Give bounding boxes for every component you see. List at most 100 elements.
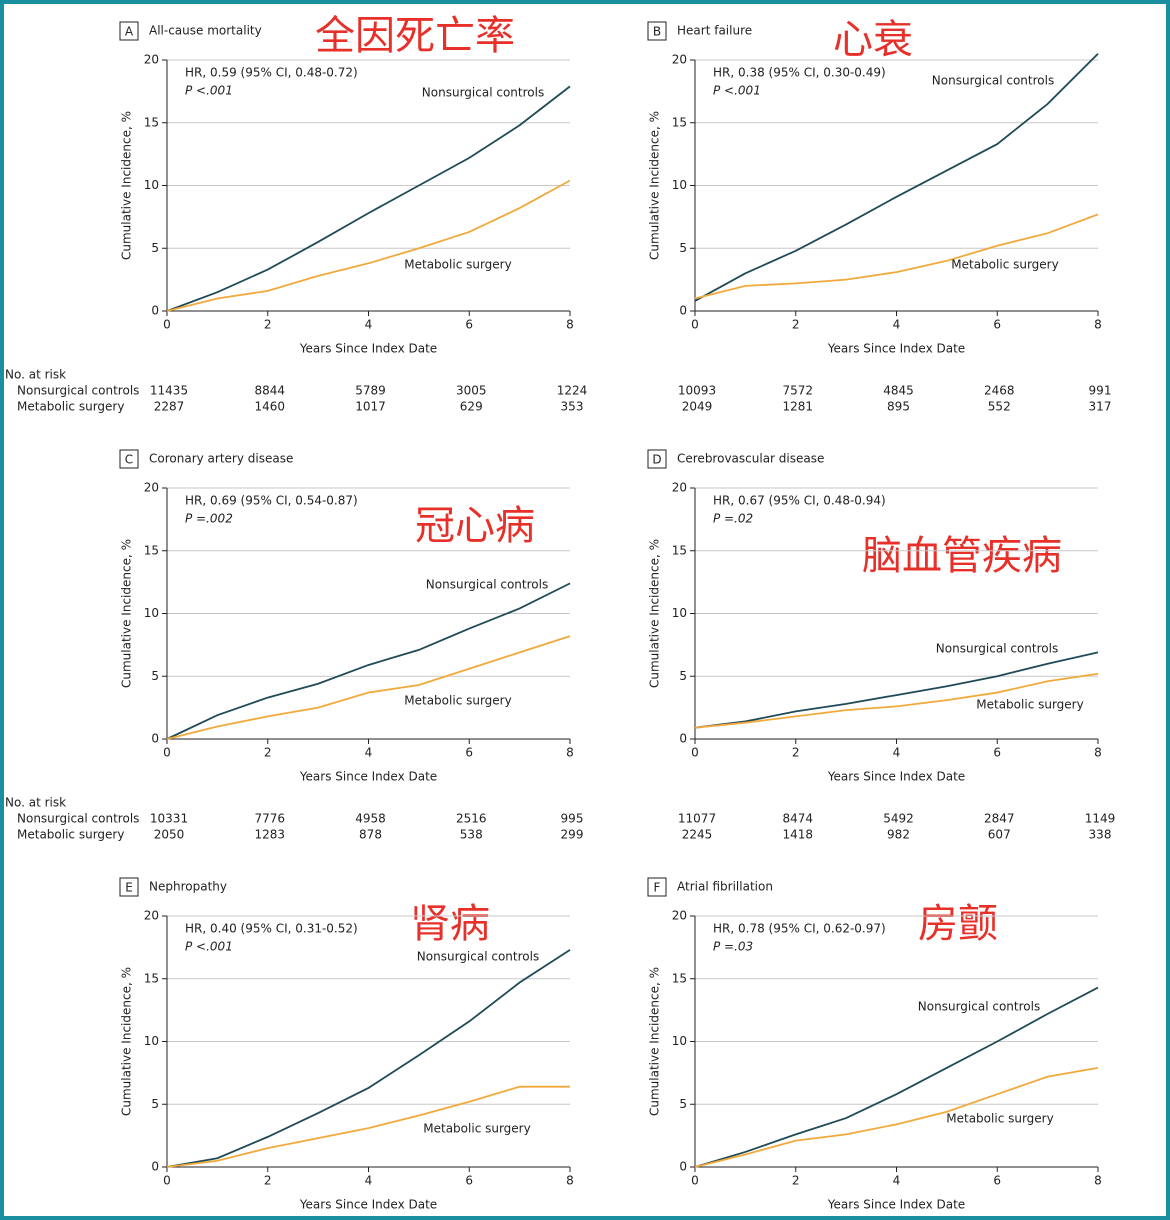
hr-text: HR, 0.40 (95% CI, 0.31-0.52) [185,922,358,936]
at-risk-value: 8844 [254,384,285,398]
x-tick-label: 8 [566,746,574,760]
at-risk-value: 11435 [150,384,188,398]
y-tick-label: 20 [144,53,159,67]
at-risk-value: 2287 [154,400,185,414]
annotation: 房颤 [918,901,998,947]
at-risk-value: 538 [460,828,483,842]
y-tick-label: 20 [672,481,687,495]
x-tick-label: 6 [465,318,473,332]
y-tick-label: 15 [672,971,687,985]
series-line [166,85,571,312]
x-tick-label: 2 [264,746,272,760]
y-tick-label: 10 [672,606,687,620]
x-tick-label: 0 [163,1174,171,1188]
series-line [694,53,1099,302]
at-risk-row-name: Metabolic surgery [17,828,124,842]
x-tick-label: 8 [1094,746,1102,760]
y-tick-label: 0 [679,1160,687,1174]
at-risk-value: 1418 [782,828,813,842]
at-risk-value: 629 [460,400,483,414]
x-tick-label: 2 [792,318,800,332]
y-tick-label: 20 [144,909,159,923]
y-tick-label: 10 [672,1034,687,1048]
y-tick-label: 20 [672,53,687,67]
x-tick-label: 6 [993,318,1001,332]
series-line [694,1066,1099,1168]
at-risk-value: 353 [561,400,584,414]
series-label: Nonsurgical controls [422,86,544,100]
y-axis-label: Cumulative Incidence, % [120,539,134,688]
series-line [694,986,1099,1168]
panel-letter-box [119,21,139,41]
series-line [694,651,1099,729]
series-label: Metabolic surgery [423,1122,530,1136]
x-axis-label: Years Since Index Date [827,770,965,784]
y-tick-label: 15 [144,971,159,985]
y-tick-label: 15 [672,115,687,129]
at-risk-value: 878 [359,828,382,842]
x-tick-label: 4 [365,746,373,760]
at-risk-value: 4958 [355,812,386,826]
y-axis-label: Cumulative Incidence, % [648,111,662,260]
p-text: P <.001 [185,84,233,98]
at-risk-value: 552 [988,400,1011,414]
annotation: 肾病 [410,901,490,947]
at-risk-value: 1283 [254,828,285,842]
at-risk-value: 895 [887,400,910,414]
panel-letter-box [119,877,139,897]
panel-letter: E [125,881,133,895]
x-tick-label: 8 [566,1174,574,1188]
x-tick-label: 8 [566,318,574,332]
series-label: Nonsurgical controls [426,578,548,592]
annotation: 冠心病 [415,503,535,549]
y-tick-label: 5 [151,669,159,683]
series-line [694,213,1099,300]
x-tick-label: 2 [264,318,272,332]
at-risk-row-name: Nonsurgical controls [17,384,139,398]
x-tick-label: 2 [264,1174,272,1188]
panel-title: Atrial fibrillation [677,880,773,894]
x-tick-label: 4 [365,318,373,332]
panel-title: Coronary artery disease [149,452,293,466]
y-tick-label: 15 [672,543,687,557]
y-axis-label: Cumulative Incidence, % [648,539,662,688]
p-text: P <.001 [713,84,761,98]
y-tick-label: 10 [144,1034,159,1048]
y-tick-label: 15 [144,543,159,557]
series-line [694,672,1099,729]
p-text: P =.002 [185,512,233,526]
y-tick-label: 0 [151,732,159,746]
at-risk-value: 1149 [1085,812,1116,826]
at-risk-title: No. at risk [5,368,66,382]
series-label: Nonsurgical controls [932,74,1054,88]
hr-text: HR, 0.67 (95% CI, 0.48-0.94) [713,494,886,508]
series-line [166,949,571,1168]
at-risk-value: 2847 [984,812,1015,826]
x-tick-label: 4 [893,1174,901,1188]
x-tick-label: 0 [691,746,699,760]
y-axis-label: Cumulative Incidence, % [120,111,134,260]
series-line [166,582,571,740]
x-tick-label: 0 [691,318,699,332]
hr-text: HR, 0.59 (95% CI, 0.48-0.72) [185,66,358,80]
panel-title: All-cause mortality [149,24,262,38]
panel-letter: A [125,25,134,39]
y-tick-label: 5 [679,241,687,255]
at-risk-value: 338 [1089,828,1112,842]
x-tick-label: 2 [792,1174,800,1188]
at-risk-value: 299 [561,828,584,842]
y-tick-label: 0 [151,304,159,318]
panel-title: Heart failure [677,24,752,38]
panel-letter: C [125,453,133,467]
p-text: P =.02 [713,512,753,526]
at-risk-value: 1224 [557,384,588,398]
p-text: P <.001 [185,940,233,954]
panel-letter-box [119,449,139,469]
series-label: Metabolic surgery [946,1112,1053,1126]
at-risk-value: 10093 [678,384,716,398]
at-risk-value: 8474 [782,812,813,826]
y-tick-label: 0 [679,304,687,318]
x-tick-label: 0 [691,1174,699,1188]
at-risk-value: 607 [988,828,1011,842]
